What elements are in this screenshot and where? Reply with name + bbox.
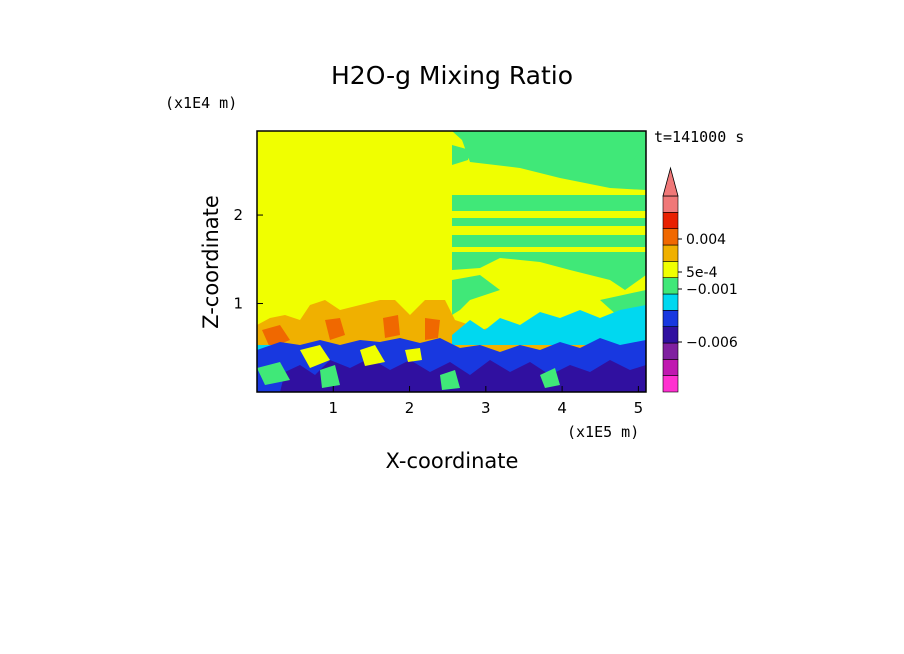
colorbar-label: 0.004 (686, 232, 726, 248)
y-axis-title: Z-coordinate (199, 195, 223, 329)
y-tick-label: 2 (233, 206, 243, 224)
time-label: t=141000 s (654, 128, 744, 146)
green-layer-4 (452, 252, 646, 290)
colorbar-extend-arrow (662, 166, 679, 197)
colorbar-swatch (662, 375, 679, 393)
chart-title: H2O-g Mixing Ratio (331, 61, 573, 90)
green-layer-1 (452, 195, 646, 211)
colorbar-swatch (662, 310, 679, 327)
upper-right-green-region (452, 135, 640, 165)
x-tick-label: 1 (329, 399, 339, 417)
colorbar: 0.004 5e-4−0.001 −0.006 (662, 166, 738, 393)
colorbar-swatch (662, 195, 679, 213)
green-layer-2 (452, 218, 646, 226)
x-tick-label: 5 (634, 399, 644, 417)
green-layer-3 (452, 235, 646, 247)
plot-area (256, 130, 647, 393)
x-tick-label: 4 (557, 399, 567, 417)
colorbar-label: −0.001 (686, 282, 738, 298)
x-axis-title: X-coordinate (386, 449, 519, 473)
y-axis: 12 (233, 206, 263, 313)
x-axis: 1 2 3 4 5 (329, 386, 644, 417)
x-unit-label: (x1E5 m) (567, 423, 639, 441)
colorbar-swatch (662, 228, 679, 246)
colorbar-swatch (662, 293, 679, 311)
plot-frame (256, 130, 647, 393)
colorbar-label: 5e-4 (686, 265, 718, 281)
colorbar-swatch (662, 277, 679, 295)
colorbar-swatch (662, 342, 679, 360)
x-tick-label: 3 (481, 399, 491, 417)
colorbar-label: −0.006 (686, 335, 738, 351)
x-tick-label: 2 (405, 399, 415, 417)
colorbar-swatch (662, 244, 679, 262)
colorbar-swatch (662, 212, 679, 229)
colorbar-swatch (662, 326, 679, 344)
yellow-lobes (300, 345, 422, 368)
y-tick-label: 1 (233, 295, 243, 313)
y-unit-label: (x1E4 m) (165, 94, 237, 112)
colorbar-swatch (662, 261, 679, 278)
green-patches-low (257, 362, 560, 390)
colorbar-swatch (662, 359, 679, 376)
cyan-transition (257, 305, 646, 355)
